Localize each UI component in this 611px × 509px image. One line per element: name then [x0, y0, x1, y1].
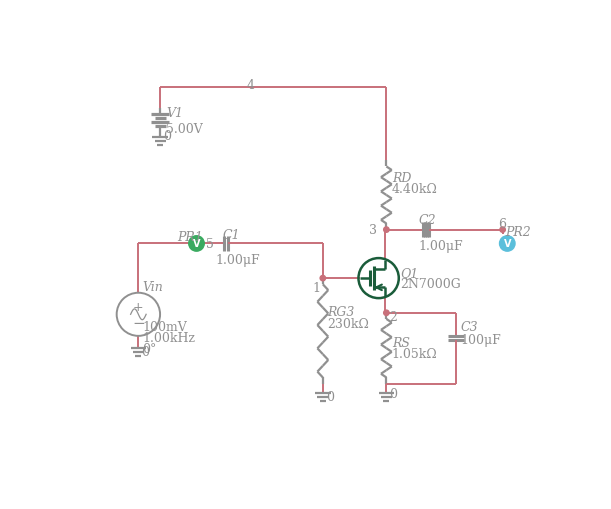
- Text: 0: 0: [389, 388, 398, 401]
- Text: C1: C1: [222, 229, 240, 242]
- Circle shape: [384, 228, 389, 233]
- Text: 1.00μF: 1.00μF: [216, 253, 260, 266]
- Text: 6: 6: [498, 218, 506, 231]
- Text: PR1: PR1: [177, 230, 203, 243]
- Text: 2: 2: [389, 310, 397, 323]
- Text: V: V: [503, 239, 511, 249]
- Text: 1.00kHz: 1.00kHz: [142, 331, 196, 345]
- Text: 4.40kΩ: 4.40kΩ: [392, 183, 437, 195]
- Circle shape: [189, 236, 204, 251]
- Text: V1: V1: [166, 107, 183, 120]
- Text: 4: 4: [247, 79, 255, 92]
- Text: 1: 1: [312, 281, 320, 295]
- Circle shape: [500, 236, 515, 251]
- Text: 5.00V: 5.00V: [166, 123, 203, 135]
- Text: C2: C2: [419, 213, 436, 226]
- Text: 0: 0: [326, 390, 334, 403]
- Text: RG3: RG3: [327, 305, 355, 319]
- Text: Q1: Q1: [400, 266, 419, 279]
- Text: −: −: [132, 315, 145, 330]
- Text: 100mV: 100mV: [142, 321, 187, 334]
- Circle shape: [500, 228, 505, 233]
- Text: 0: 0: [142, 346, 150, 358]
- Text: 0: 0: [163, 130, 171, 143]
- Text: 5: 5: [206, 237, 214, 250]
- Text: 1.05kΩ: 1.05kΩ: [392, 347, 437, 360]
- Text: Vin: Vin: [142, 281, 163, 294]
- Text: PR2: PR2: [505, 225, 531, 239]
- Text: 2N7000G: 2N7000G: [400, 277, 461, 290]
- Text: V: V: [192, 239, 200, 249]
- Text: C3: C3: [461, 321, 478, 334]
- Text: 3: 3: [369, 224, 378, 237]
- Text: 230kΩ: 230kΩ: [327, 317, 370, 330]
- Circle shape: [384, 310, 389, 316]
- Text: +: +: [133, 300, 144, 314]
- Text: RS: RS: [392, 336, 410, 349]
- Text: 0°: 0°: [142, 343, 156, 355]
- Text: 1.00μF: 1.00μF: [419, 239, 464, 252]
- Circle shape: [320, 276, 326, 281]
- Text: RD: RD: [392, 172, 411, 185]
- Text: 100μF: 100μF: [461, 333, 502, 346]
